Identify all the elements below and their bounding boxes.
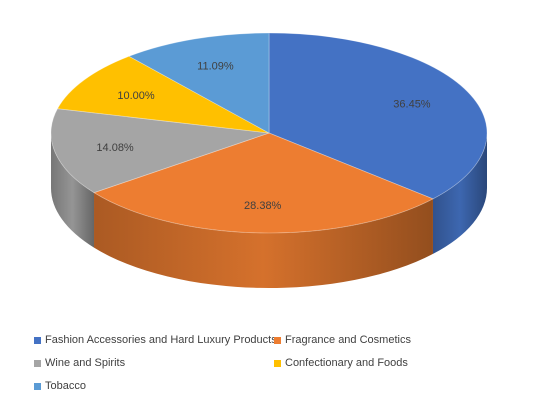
legend-item: Wine and Spirits xyxy=(34,357,125,369)
data-label-0: 36.45% xyxy=(393,98,431,110)
legend-item: Confectionary and Foods xyxy=(274,357,408,369)
pie-chart: 36.45% 28.38% 14.08% 10.00% 11.09% xyxy=(50,32,488,288)
legend-label: Fragrance and Cosmetics xyxy=(285,334,411,346)
data-label-2: 14.08% xyxy=(96,142,134,154)
legend-item: Fragrance and Cosmetics xyxy=(274,334,411,346)
legend-label: Wine and Spirits xyxy=(45,357,126,369)
pie-side-0 xyxy=(432,133,487,254)
pie-slice-4 xyxy=(128,32,270,134)
pie-tops xyxy=(50,32,488,234)
legend-swatch xyxy=(274,336,281,344)
legend-label: Confectionary and Foods xyxy=(285,357,408,369)
pie-data-labels: 36.45% 28.38% 14.08% 10.00% 11.09% xyxy=(96,60,430,212)
data-label-1: 28.38% xyxy=(244,200,282,212)
pie-sides xyxy=(51,133,487,288)
data-label-4: 11.09% xyxy=(197,60,234,72)
pie-slice-1 xyxy=(93,132,434,234)
data-label-3: 10.00% xyxy=(117,90,155,102)
legend-swatch xyxy=(274,359,281,367)
pie-side-2 xyxy=(51,133,95,248)
pie-side-1 xyxy=(94,192,433,288)
pie-slice-0 xyxy=(268,32,488,200)
legend-item: Fashion Accessories and Hard Luxury Prod… xyxy=(34,334,277,346)
pie-slice-3 xyxy=(56,55,270,134)
legend-item: Tobacco xyxy=(34,380,86,392)
legend-label: Tobacco xyxy=(45,380,86,392)
legend-label: Fashion Accessories and Hard Luxury Prod… xyxy=(45,334,277,346)
pie-slice-2 xyxy=(50,108,270,194)
legend-swatch xyxy=(34,359,41,367)
legend-swatch xyxy=(34,382,41,390)
legend-swatch xyxy=(34,336,41,344)
